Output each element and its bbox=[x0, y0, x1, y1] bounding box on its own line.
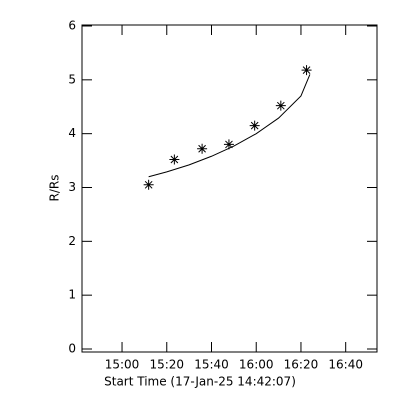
data-point bbox=[169, 154, 180, 165]
y-axis-label: R/Rs bbox=[48, 175, 62, 202]
fit-line bbox=[148, 74, 311, 178]
x-tick-label: 16:40 bbox=[328, 358, 363, 372]
y-tick-label: 2 bbox=[68, 234, 76, 248]
data-point bbox=[143, 179, 154, 190]
x-axis-label: Start Time (17-Jan-25 14:42:07) bbox=[104, 375, 296, 389]
x-tick-label: 16:20 bbox=[284, 358, 319, 372]
y-tick-label: 5 bbox=[68, 72, 76, 86]
x-tick-label: 15:00 bbox=[105, 358, 140, 372]
y-tick-label: 0 bbox=[68, 342, 76, 356]
y-tick-label: 3 bbox=[68, 180, 76, 194]
data-point bbox=[301, 65, 312, 76]
data-point bbox=[197, 143, 208, 154]
x-tick-label: 15:20 bbox=[149, 358, 184, 372]
data-point bbox=[275, 100, 286, 111]
y-tick-label: 1 bbox=[68, 288, 76, 302]
y-tick-label: 6 bbox=[68, 19, 76, 33]
data-point bbox=[223, 139, 234, 150]
y-tick-label: 4 bbox=[68, 126, 76, 140]
x-tick-label: 15:40 bbox=[194, 358, 229, 372]
x-tick-label: 16:00 bbox=[239, 358, 274, 372]
data-point bbox=[249, 120, 260, 131]
plot-frame bbox=[81, 24, 378, 353]
